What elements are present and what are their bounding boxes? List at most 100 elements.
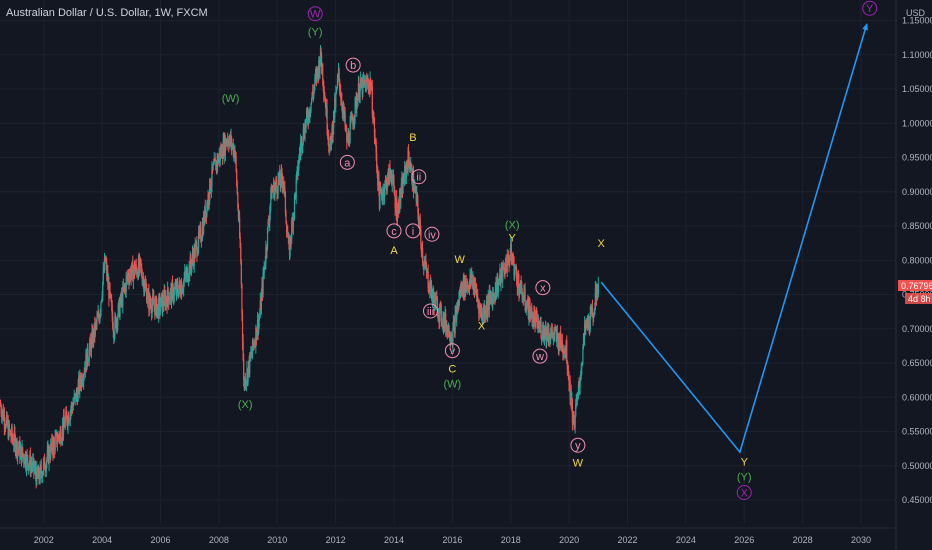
candle-body [477, 301, 479, 304]
candle-body [271, 190, 273, 199]
candle-body [298, 156, 300, 168]
candle-body [524, 289, 526, 305]
time-axis[interactable]: 2002 2004 2006 2008 2010 2012 2014 2016 2018 2020… [0, 527, 896, 545]
candle-body [87, 361, 89, 363]
candle-body [79, 375, 81, 384]
wave-label: a [344, 157, 351, 169]
wave-label: B [409, 132, 416, 144]
candle-body [374, 139, 377, 142]
candle-body [326, 106, 328, 130]
candle-body [591, 307, 594, 315]
candle-body [440, 304, 442, 306]
candle-body [393, 190, 396, 196]
candle-body [426, 270, 429, 272]
candle-body [459, 286, 462, 298]
candle-body [106, 262, 108, 277]
candle-body [152, 295, 154, 299]
candle-body [6, 414, 8, 426]
candle-body [268, 223, 270, 224]
candle-body [192, 253, 194, 258]
candle-body [132, 261, 134, 282]
projection-line[interactable] [600, 23, 868, 454]
candle-body [178, 289, 180, 297]
price-axis[interactable]: 0.45000 0.50000 0.55000 0.60000 0.65000 0.700… [895, 0, 932, 550]
candle-body [260, 293, 263, 310]
wave-label: x [540, 283, 546, 295]
candle-body [558, 345, 561, 351]
candle-body [337, 75, 339, 79]
wave-label: Y [509, 233, 517, 245]
candle-body [141, 267, 143, 277]
candle-body [552, 334, 555, 339]
candle-body [231, 145, 233, 148]
x-tick-label: 2008 [209, 535, 229, 545]
candle-body [426, 270, 428, 273]
candle-body [28, 465, 30, 470]
candle-body [342, 108, 344, 113]
candle-body [26, 454, 28, 456]
candle-body [348, 133, 350, 144]
candle-body [393, 180, 395, 191]
x-tick-label: 2024 [676, 535, 696, 545]
candle-body [57, 435, 60, 438]
projection-path[interactable] [600, 23, 868, 454]
candle-body [245, 383, 247, 387]
candle-body [388, 167, 391, 184]
candle-body [68, 420, 70, 423]
candle-body [30, 464, 33, 466]
candle-body [212, 164, 214, 171]
x-tick-label: 2010 [267, 535, 287, 545]
candle-body [358, 96, 361, 100]
candle-body [114, 316, 116, 335]
candle-body [391, 179, 393, 185]
candle-body [197, 248, 199, 254]
wave-label-circle [862, 0, 878, 16]
candle-body [502, 263, 504, 281]
candle-body [172, 283, 174, 286]
candle-body [146, 288, 148, 303]
wave-label-circle [444, 343, 460, 359]
wave-label: i [412, 226, 414, 238]
candle-body [410, 165, 412, 170]
candle-body [0, 404, 2, 407]
candle-body [241, 284, 243, 315]
candle-body [368, 84, 371, 91]
candle-body [23, 455, 25, 462]
candle-body [407, 151, 409, 172]
candle-body [199, 229, 201, 235]
candle-body [252, 338, 254, 346]
candle-body [236, 185, 238, 195]
candle-body [57, 435, 59, 442]
wave-label: (Y) [308, 27, 323, 39]
candle-body [171, 283, 173, 302]
candle-body [379, 187, 382, 192]
wave-label: X [478, 320, 486, 332]
candle-body [50, 444, 52, 459]
candle-body [110, 294, 112, 302]
candle-body [323, 94, 325, 96]
candle-body [522, 298, 524, 300]
candle-body [213, 164, 215, 166]
candle-body [554, 328, 556, 331]
candle-body [386, 184, 388, 191]
candle-body [295, 179, 297, 198]
candle-body [404, 166, 406, 168]
candle-body [415, 189, 417, 191]
candle-body [323, 86, 325, 95]
candle-body [339, 90, 341, 93]
candle-body [102, 269, 104, 282]
candle-body [484, 314, 487, 317]
candle-body [474, 290, 476, 294]
candle-body [183, 278, 185, 281]
candle-body [218, 158, 220, 164]
candle-body [184, 271, 186, 275]
candle-body [329, 148, 331, 153]
candle-body [169, 290, 171, 299]
candle-body [144, 283, 147, 286]
candle-body [313, 85, 315, 89]
candle-body [196, 253, 199, 256]
candle-body [525, 304, 527, 309]
candle-body [492, 294, 494, 307]
candle-body [179, 286, 181, 295]
